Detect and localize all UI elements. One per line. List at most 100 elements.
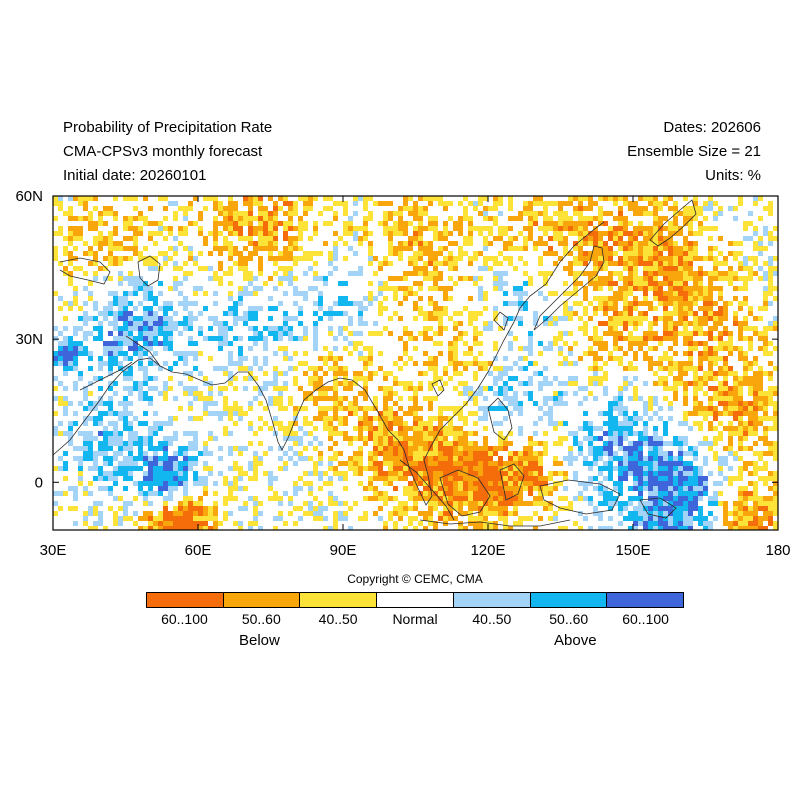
probability-cell	[608, 416, 613, 421]
probability-cell	[403, 196, 408, 201]
probability-cell	[523, 271, 528, 276]
probability-cell	[708, 196, 713, 201]
probability-cell	[283, 311, 288, 316]
probability-cell	[628, 271, 633, 276]
probability-cell	[283, 461, 288, 466]
probability-cell	[88, 401, 93, 406]
probability-cell	[458, 416, 463, 421]
probability-cell	[263, 216, 268, 221]
probability-cell	[568, 431, 573, 436]
probability-cell	[73, 226, 78, 231]
probability-cell	[188, 201, 193, 206]
probability-cell	[563, 486, 568, 491]
probability-cell	[738, 501, 743, 506]
probability-cell	[373, 256, 378, 261]
probability-cell	[773, 451, 778, 456]
probability-cell	[373, 511, 378, 516]
probability-cell	[518, 501, 523, 506]
probability-cell	[328, 476, 333, 481]
probability-cell	[368, 461, 373, 466]
probability-cell	[493, 511, 498, 516]
probability-cell	[103, 446, 108, 451]
probability-cell	[693, 231, 698, 236]
probability-cell	[103, 351, 108, 356]
probability-cell	[88, 251, 93, 256]
probability-cell	[453, 476, 458, 481]
probability-cell	[233, 301, 238, 306]
probability-cell	[418, 221, 423, 226]
probability-cell	[98, 221, 103, 226]
probability-cell	[413, 361, 418, 366]
probability-cell	[733, 276, 738, 281]
probability-cell	[118, 411, 123, 416]
probability-cell	[163, 471, 168, 476]
probability-cell	[378, 331, 383, 336]
probability-cell	[578, 251, 583, 256]
probability-cell	[408, 496, 413, 501]
probability-cell	[333, 361, 338, 366]
probability-cell	[653, 451, 658, 456]
probability-cell	[573, 231, 578, 236]
probability-cell	[648, 491, 653, 496]
probability-cell	[98, 476, 103, 481]
probability-cell	[83, 286, 88, 291]
probability-cell	[648, 201, 653, 206]
probability-cell	[103, 256, 108, 261]
probability-cell	[213, 336, 218, 341]
probability-cell	[303, 501, 308, 506]
probability-cell	[458, 381, 463, 386]
probability-cell	[108, 276, 113, 281]
probability-cell	[403, 286, 408, 291]
probability-cell	[598, 246, 603, 251]
probability-cell	[273, 211, 278, 216]
probability-cell	[483, 486, 488, 491]
probability-cell	[383, 496, 388, 501]
probability-cell	[458, 216, 463, 221]
probability-cell	[203, 376, 208, 381]
probability-cell	[568, 231, 573, 236]
probability-cell	[388, 406, 393, 411]
probability-cell	[743, 421, 748, 426]
probability-cell	[153, 431, 158, 436]
probability-cell	[478, 386, 483, 391]
probability-cell	[53, 376, 58, 381]
probability-cell	[688, 296, 693, 301]
probability-cell	[253, 306, 258, 311]
probability-cell	[253, 356, 258, 361]
probability-cell	[633, 386, 638, 391]
probability-cell	[313, 416, 318, 421]
probability-cell	[213, 206, 218, 211]
probability-cell	[268, 256, 273, 261]
probability-cell	[378, 351, 383, 356]
probability-cell	[258, 211, 263, 216]
probability-cell	[423, 361, 428, 366]
probability-cell	[603, 256, 608, 261]
probability-cell	[768, 511, 773, 516]
probability-cell	[623, 506, 628, 511]
probability-cell	[153, 316, 158, 321]
probability-cell	[508, 316, 513, 321]
probability-cell	[378, 201, 383, 206]
probability-cell	[133, 241, 138, 246]
probability-cell	[68, 211, 73, 216]
probability-cell	[428, 256, 433, 261]
probability-cell	[303, 481, 308, 486]
probability-cell	[698, 296, 703, 301]
probability-cell	[693, 366, 698, 371]
probability-cell	[128, 391, 133, 396]
probability-cell	[123, 366, 128, 371]
probability-cell	[653, 396, 658, 401]
probability-cell	[58, 331, 63, 336]
probability-cell	[53, 246, 58, 251]
probability-cell	[718, 331, 723, 336]
probability-cell	[668, 281, 673, 286]
map-title: Probability of Precipitation Rate	[63, 119, 273, 136]
probability-cell	[668, 441, 673, 446]
probability-cell	[618, 221, 623, 226]
probability-cell	[668, 236, 673, 241]
probability-cell	[763, 276, 768, 281]
probability-cell	[113, 471, 118, 476]
probability-cell	[603, 491, 608, 496]
probability-cell	[118, 431, 123, 436]
probability-cell	[483, 196, 488, 201]
